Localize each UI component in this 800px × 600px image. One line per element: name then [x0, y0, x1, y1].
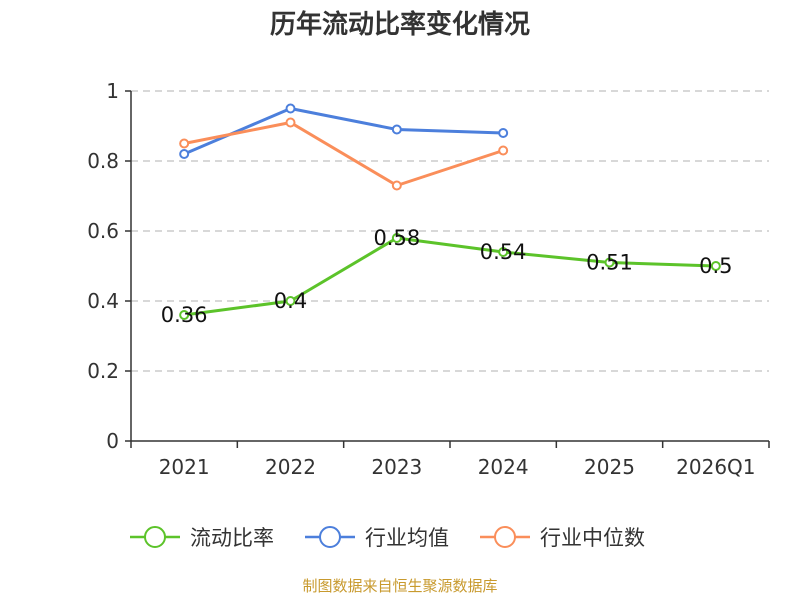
chart-title: 历年流动比率变化情况 — [270, 9, 530, 40]
legend-item-3[interactable]: 行业中位数 — [480, 526, 645, 550]
data-label: 0.51 — [586, 251, 633, 275]
data-point[interactable] — [391, 233, 402, 243]
grid — [131, 90, 769, 372]
x-tick-label: 2023 — [371, 455, 422, 479]
legend[interactable]: 流动比率 行业均值 行业中位数 — [130, 526, 645, 550]
series — [179, 103, 721, 320]
legend-marker — [144, 526, 166, 548]
series-line — [183, 121, 504, 187]
legend-label: 行业中位数 — [540, 526, 645, 550]
y-tick-label: 1 — [106, 79, 119, 103]
series-2 — [179, 103, 509, 159]
data-label: 0.54 — [480, 240, 527, 264]
legend-item-1[interactable]: 流动比率 — [130, 526, 274, 550]
legend-label: 行业均值 — [365, 526, 449, 550]
x-tick-label: 2022 — [265, 455, 316, 479]
data-point[interactable] — [604, 257, 615, 268]
data-labels: 0.36 0.4 0.58 0.54 0.51 0.5 — [161, 226, 733, 327]
series-line — [183, 107, 504, 156]
source-note: 制图数据来自恒生聚源数据库 — [302, 577, 497, 595]
x-tick-label: 2026Q1 — [676, 455, 755, 479]
data-point[interactable] — [285, 296, 296, 306]
legend-label: 流动比率 — [190, 526, 274, 550]
data-label: 0.58 — [373, 226, 420, 250]
data-point[interactable] — [391, 124, 402, 135]
y-tick-label: 0.8 — [87, 149, 119, 173]
data-point[interactable] — [285, 117, 296, 128]
data-point[interactable] — [498, 128, 509, 138]
series-line — [183, 236, 716, 317]
axes: 0 0.2 0.4 0.6 0.8 1 2021 2022 2023 2024 2025 2026Q1 — [87, 79, 770, 479]
data-point[interactable] — [498, 145, 509, 156]
data-point[interactable] — [179, 149, 190, 159]
legend-item-2[interactable]: 行业均值 — [305, 526, 449, 550]
data-label: 0.5 — [699, 254, 732, 278]
data-label: 0.36 — [161, 303, 208, 327]
data-point[interactable] — [179, 138, 190, 149]
data-point[interactable] — [498, 247, 509, 257]
x-tick-label: 2025 — [584, 455, 635, 479]
y-tick-label: 0.4 — [87, 289, 119, 313]
y-tick-label: 0 — [106, 429, 119, 453]
data-point[interactable] — [179, 310, 190, 320]
series-1 — [179, 233, 721, 320]
x-tick-label: 2024 — [478, 455, 529, 479]
legend-marker — [494, 526, 516, 548]
series-3 — [179, 117, 509, 191]
x-tick-label: 2021 — [159, 455, 210, 479]
y-tick-label: 0.2 — [87, 359, 119, 383]
data-point[interactable] — [710, 261, 721, 271]
data-point[interactable] — [285, 103, 296, 114]
data-point[interactable] — [391, 180, 402, 191]
y-tick-label: 0.6 — [87, 219, 119, 243]
legend-marker — [319, 526, 341, 548]
data-label: 0.4 — [274, 289, 307, 313]
